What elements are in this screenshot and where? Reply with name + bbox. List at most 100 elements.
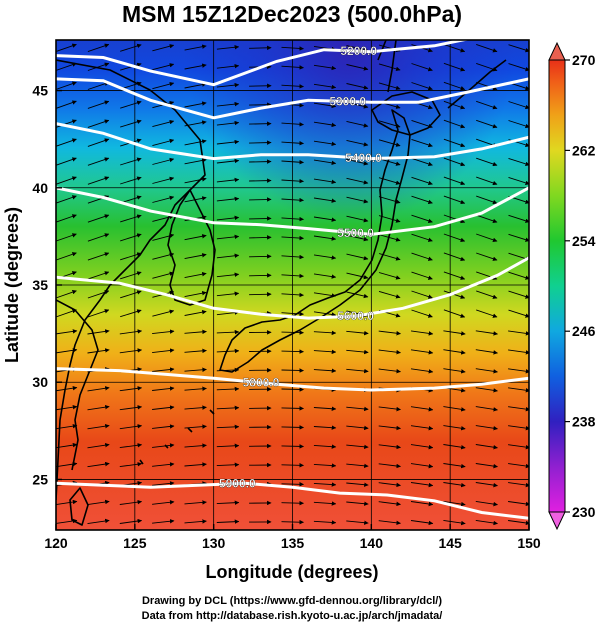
wind-arrow <box>184 443 207 448</box>
wind-arrow <box>249 292 272 297</box>
wind-arrow <box>249 178 272 183</box>
wind-arrow <box>216 291 240 297</box>
wind-arrow <box>378 368 401 374</box>
wind-arrow <box>184 519 207 524</box>
wind-arrow <box>410 330 434 336</box>
colorbar-tick-label: 230 <box>572 504 596 520</box>
wind-arrow <box>346 406 369 412</box>
wind-arrow <box>119 518 143 524</box>
wind-arrow <box>152 443 175 448</box>
wind-arrow <box>119 348 143 354</box>
wind-arrow <box>313 482 337 487</box>
wind-arrow <box>410 368 434 374</box>
wind-arrow <box>216 101 240 107</box>
contour-line <box>56 77 529 120</box>
wind-arrow <box>119 499 143 505</box>
wind-arrow <box>346 501 369 506</box>
wind-arrow <box>378 482 401 488</box>
wind-arrow <box>216 348 240 354</box>
wind-arrow <box>152 424 175 429</box>
wind-arrow <box>378 330 401 336</box>
wind-arrow <box>56 195 77 204</box>
wind-arrow <box>281 500 304 506</box>
wind-arrow <box>508 387 529 393</box>
colorbar-tick-label: 246 <box>572 323 596 339</box>
wind-arrow <box>378 406 401 412</box>
ryukyu-islands <box>139 409 215 465</box>
wind-arrow <box>281 311 304 317</box>
wind-arrow <box>216 82 240 88</box>
wind-arrow <box>475 519 498 526</box>
wind-arrow <box>476 81 498 91</box>
wind-arrow <box>476 290 498 299</box>
contour-label: 5300.0 <box>329 94 366 108</box>
wind-arrow <box>346 177 369 185</box>
wind-arrow <box>56 329 78 335</box>
wind-arrow <box>281 178 304 184</box>
wind-arrow <box>346 215 369 223</box>
wind-arrow <box>476 43 498 53</box>
wind-arrow <box>56 43 77 52</box>
japan-coastline <box>219 109 411 373</box>
wind-arrow <box>216 443 240 449</box>
wind-arrow <box>346 463 369 469</box>
x-tick-label: 120 <box>44 535 68 551</box>
wind-arrow <box>346 272 369 280</box>
wind-arrow <box>216 177 240 183</box>
wind-arrow <box>216 386 240 392</box>
wind-arrow <box>87 271 110 280</box>
wind-arrow <box>443 368 466 374</box>
wind-arrow <box>216 234 240 240</box>
wind-arrow <box>313 349 337 355</box>
wind-arrow <box>120 119 142 128</box>
wind-arrow <box>443 62 466 72</box>
wind-arrow <box>281 444 304 449</box>
wind-arrow <box>281 425 304 430</box>
wind-arrow <box>87 43 110 53</box>
wind-arrow <box>87 157 110 166</box>
wind-arrow <box>281 368 304 373</box>
wind-arrow <box>476 157 498 167</box>
wind-arrow <box>56 157 77 166</box>
wind-arrow <box>346 83 369 90</box>
hokkaido-coastline <box>371 91 441 136</box>
wind-arrow <box>249 45 272 51</box>
wind-arrow <box>87 62 110 71</box>
wind-arrow <box>152 519 175 524</box>
colorbar: 230 238 246 254 262 270 <box>548 41 596 531</box>
contour-label: 5600.0 <box>337 309 374 323</box>
wind-arrow <box>443 482 466 488</box>
y-tick-label: 25 <box>32 471 48 487</box>
wind-arrow <box>313 102 337 109</box>
contour-line <box>56 122 529 161</box>
wind-arrow <box>508 176 529 186</box>
wind-arrow <box>281 519 304 525</box>
wind-arrow <box>216 462 240 468</box>
wind-arrow <box>346 520 369 525</box>
wind-arrow <box>87 423 110 430</box>
wind-arrow <box>281 406 304 411</box>
colorbar-tick-label: 270 <box>572 52 596 68</box>
wind-arrow <box>508 44 529 53</box>
wind-arrow <box>56 119 77 128</box>
wind-arrow <box>56 100 77 109</box>
wind-arrow <box>443 500 466 507</box>
wind-arrow <box>508 349 529 355</box>
wind-arrow <box>87 81 110 90</box>
wind-arrow <box>184 271 207 279</box>
wind-arrow <box>378 425 401 431</box>
wind-arrow <box>281 235 304 241</box>
wind-arrow <box>346 64 369 71</box>
wind-arrow <box>443 138 466 148</box>
colorbar-ticks: 230 238 246 254 262 270 <box>565 52 596 520</box>
wind-arrow <box>56 404 78 411</box>
wind-arrow <box>120 309 142 318</box>
grid-lines <box>56 40 529 530</box>
wind-arrow <box>508 425 529 431</box>
wind-arrow <box>508 463 529 469</box>
wind-arrow <box>249 140 272 145</box>
wind-arrow <box>152 233 175 241</box>
wind-arrow <box>346 349 369 355</box>
wind-arrow <box>313 311 337 317</box>
